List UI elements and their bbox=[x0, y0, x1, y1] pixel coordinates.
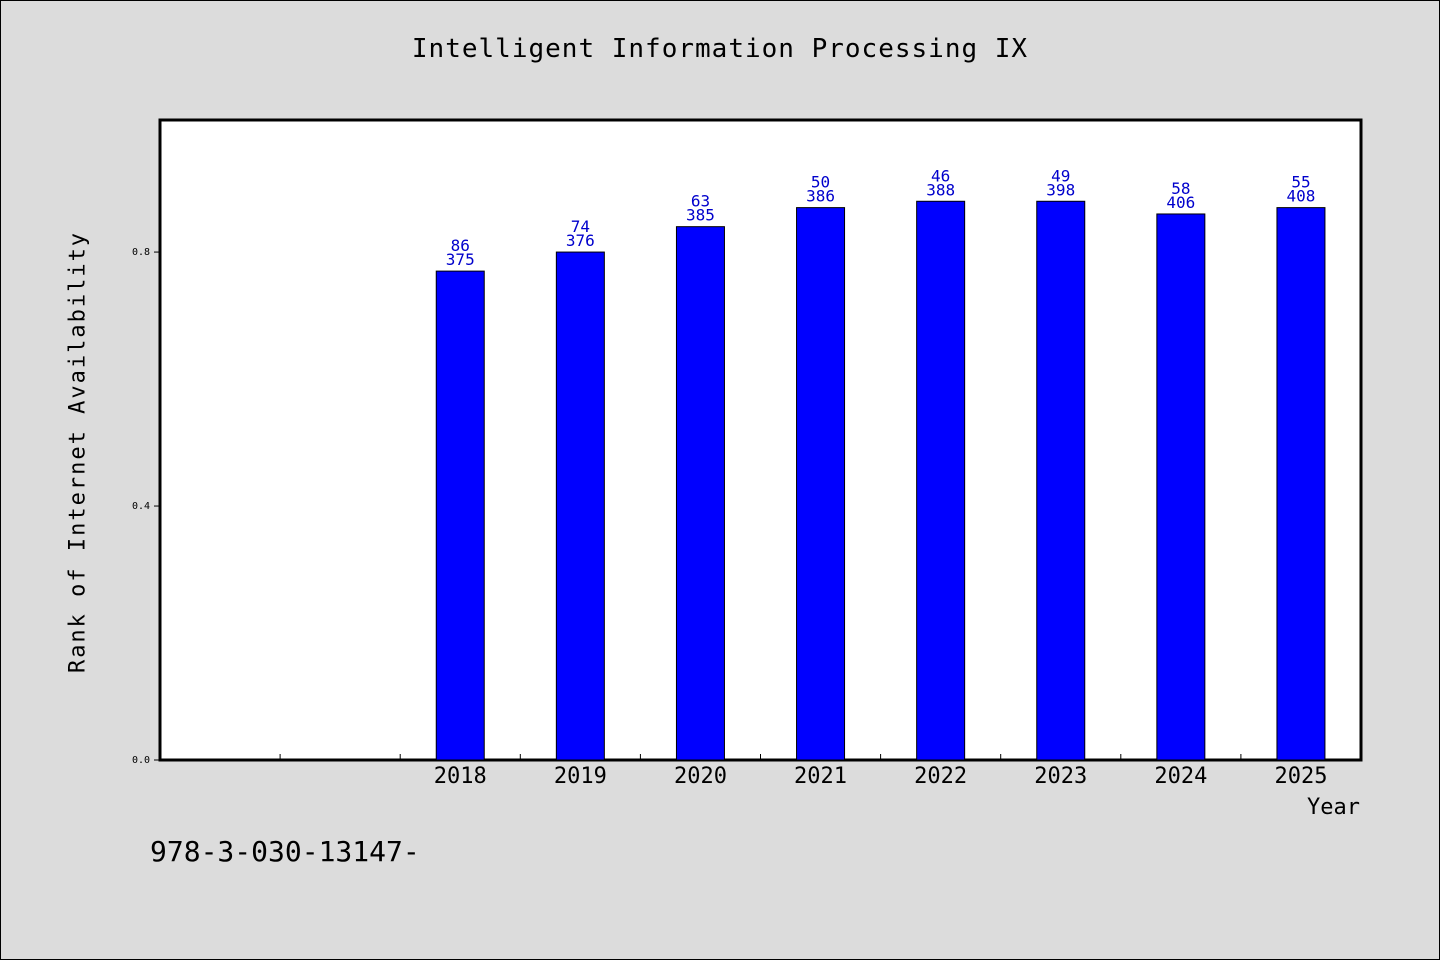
x-tick-label: 2023 bbox=[1034, 764, 1087, 789]
y-tick-label: 0.0 bbox=[132, 755, 150, 766]
bar bbox=[796, 207, 846, 761]
bar bbox=[555, 251, 605, 761]
x-tick-label: 2019 bbox=[554, 764, 607, 789]
bar bbox=[435, 270, 485, 761]
bar-label-top: 50 bbox=[811, 173, 830, 192]
y-tick-label: 0.4 bbox=[132, 501, 150, 512]
bar-label-top: 46 bbox=[931, 166, 950, 185]
bar-label-top: 74 bbox=[571, 217, 590, 236]
bar-label-bottom: 388 bbox=[926, 180, 955, 199]
bar-label-top: 63 bbox=[691, 192, 710, 211]
x-axis-label: Year bbox=[1307, 795, 1360, 820]
bar-label-bottom: 408 bbox=[1286, 187, 1315, 206]
bar-label-bottom: 385 bbox=[686, 206, 715, 225]
footer-code: 978-3-030-13147- bbox=[150, 835, 420, 868]
bar-label-bottom: 375 bbox=[446, 250, 475, 269]
bar bbox=[675, 226, 725, 761]
x-tick-label: 2020 bbox=[674, 764, 727, 789]
chart-title: Intelligent Information Processing IX bbox=[411, 34, 1029, 64]
bar-label-bottom: 376 bbox=[566, 231, 595, 250]
x-tick-label: 2022 bbox=[914, 764, 967, 789]
y-tick-label: 0.8 bbox=[132, 247, 150, 258]
bar-label-top: 55 bbox=[1291, 173, 1310, 192]
bar bbox=[916, 200, 966, 761]
bar-label-bottom: 386 bbox=[806, 187, 835, 206]
bar bbox=[1156, 213, 1206, 761]
x-tick-label: 2021 bbox=[794, 764, 847, 789]
x-tick-label: 2025 bbox=[1274, 764, 1327, 789]
x-tick-label: 2018 bbox=[434, 764, 487, 789]
bar bbox=[1036, 200, 1086, 761]
bar bbox=[1276, 207, 1326, 761]
bar-label-bottom: 398 bbox=[1046, 180, 1075, 199]
x-tick-label: 2024 bbox=[1154, 764, 1207, 789]
bar-label-bottom: 406 bbox=[1166, 193, 1195, 212]
bar-label-top: 58 bbox=[1171, 179, 1190, 198]
bar-label-top: 86 bbox=[451, 236, 470, 255]
bar-label-top: 49 bbox=[1051, 166, 1070, 185]
